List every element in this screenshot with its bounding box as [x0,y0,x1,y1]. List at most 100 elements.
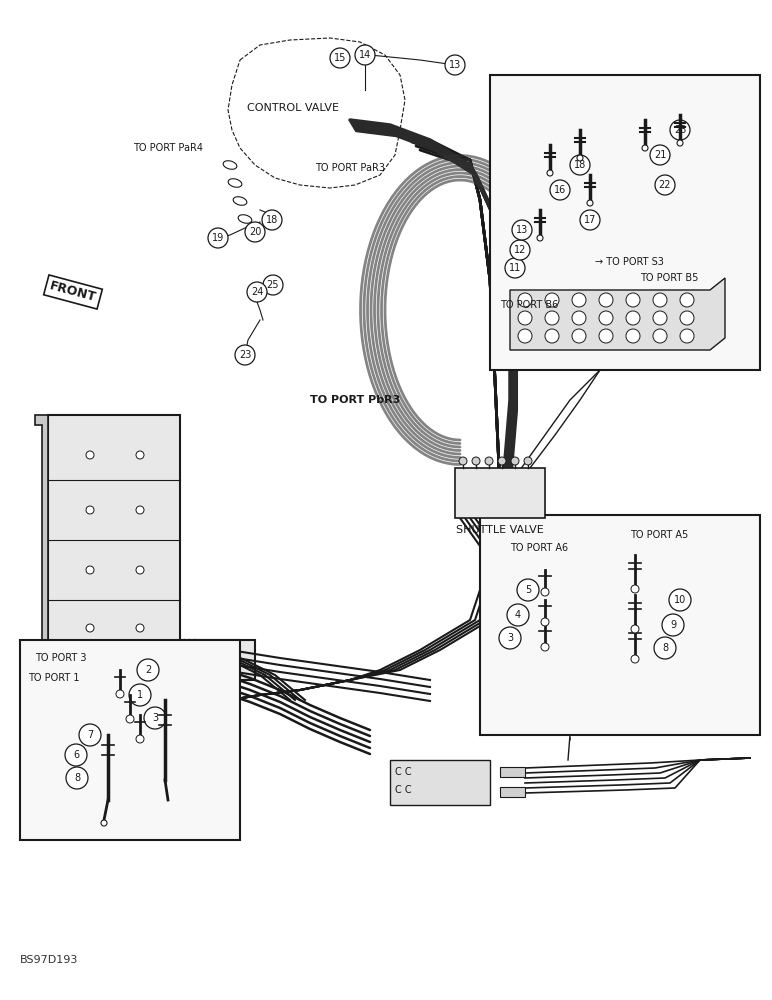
FancyBboxPatch shape [455,468,545,518]
Circle shape [653,329,667,343]
Circle shape [547,170,553,176]
Text: 8: 8 [74,773,80,783]
Circle shape [680,293,694,307]
Circle shape [631,625,639,633]
Text: 14: 14 [359,50,371,60]
Circle shape [537,235,543,241]
Text: SHUTTLE VALVE: SHUTTLE VALVE [456,525,544,535]
Circle shape [79,724,101,746]
Text: 13: 13 [516,225,528,235]
Circle shape [136,624,144,632]
Circle shape [66,767,88,789]
Text: 5: 5 [525,585,531,595]
Circle shape [650,145,670,165]
Circle shape [545,311,559,325]
Circle shape [642,145,648,151]
Circle shape [517,579,539,601]
Circle shape [577,155,583,161]
Text: 12: 12 [514,245,527,255]
Circle shape [580,210,600,230]
Circle shape [86,624,94,632]
Text: TO PORT B6: TO PORT B6 [500,300,558,310]
Circle shape [680,311,694,325]
Circle shape [587,200,593,206]
Polygon shape [48,415,255,680]
Circle shape [116,690,124,698]
Circle shape [245,222,265,242]
Text: 1: 1 [137,690,143,700]
Text: 3: 3 [507,633,513,643]
FancyBboxPatch shape [390,760,490,805]
Circle shape [137,659,159,681]
Circle shape [136,506,144,514]
Circle shape [599,311,613,325]
Text: TO PORT PbR3: TO PORT PbR3 [310,395,400,405]
Circle shape [65,744,87,766]
FancyBboxPatch shape [480,515,760,735]
Text: 13: 13 [449,60,461,70]
Text: 10: 10 [674,595,686,605]
Circle shape [631,585,639,593]
Text: 7: 7 [87,730,93,740]
FancyBboxPatch shape [500,767,525,777]
Circle shape [498,457,506,465]
Circle shape [262,210,282,230]
Text: 4: 4 [515,610,521,620]
Circle shape [599,329,613,343]
Text: 9: 9 [670,620,676,630]
Text: TO PORT 3: TO PORT 3 [35,653,86,663]
Circle shape [144,707,166,729]
Text: 23: 23 [239,350,251,360]
Circle shape [505,258,525,278]
Text: 24: 24 [251,287,263,297]
Circle shape [541,618,549,626]
Circle shape [208,228,228,248]
Circle shape [631,655,639,663]
Circle shape [355,45,375,65]
Circle shape [669,589,691,611]
Circle shape [670,120,690,140]
Text: TO PORT PaR3: TO PORT PaR3 [315,163,385,173]
Text: 18: 18 [574,160,586,170]
Text: → TO PORT S3: → TO PORT S3 [595,257,664,267]
Circle shape [524,457,532,465]
Circle shape [472,457,480,465]
Circle shape [507,604,529,626]
Circle shape [485,457,493,465]
Circle shape [550,180,570,200]
Circle shape [541,588,549,596]
Circle shape [136,451,144,459]
Circle shape [330,48,350,68]
Text: 25: 25 [267,280,279,290]
Circle shape [654,637,676,659]
Circle shape [459,457,467,465]
Circle shape [86,451,94,459]
Circle shape [599,293,613,307]
Circle shape [511,457,519,465]
Circle shape [572,329,586,343]
Circle shape [655,175,675,195]
Circle shape [445,55,465,75]
Circle shape [518,293,532,307]
Text: TO PORT PaR4: TO PORT PaR4 [133,143,203,153]
Circle shape [126,715,134,723]
Circle shape [129,684,151,706]
Text: 2: 2 [145,665,151,675]
Circle shape [518,311,532,325]
Circle shape [510,240,530,260]
Circle shape [572,293,586,307]
Circle shape [653,293,667,307]
Circle shape [263,275,283,295]
Text: C C: C C [395,767,411,777]
Text: TO PORT 1: TO PORT 1 [28,673,80,683]
Text: 15: 15 [334,53,346,63]
Circle shape [541,643,549,651]
Text: TO PORT A6: TO PORT A6 [510,543,568,553]
FancyBboxPatch shape [20,640,240,840]
Text: TO PORT A5: TO PORT A5 [630,530,689,540]
Circle shape [545,293,559,307]
Circle shape [86,566,94,574]
Circle shape [545,329,559,343]
Polygon shape [510,278,725,350]
Circle shape [680,329,694,343]
